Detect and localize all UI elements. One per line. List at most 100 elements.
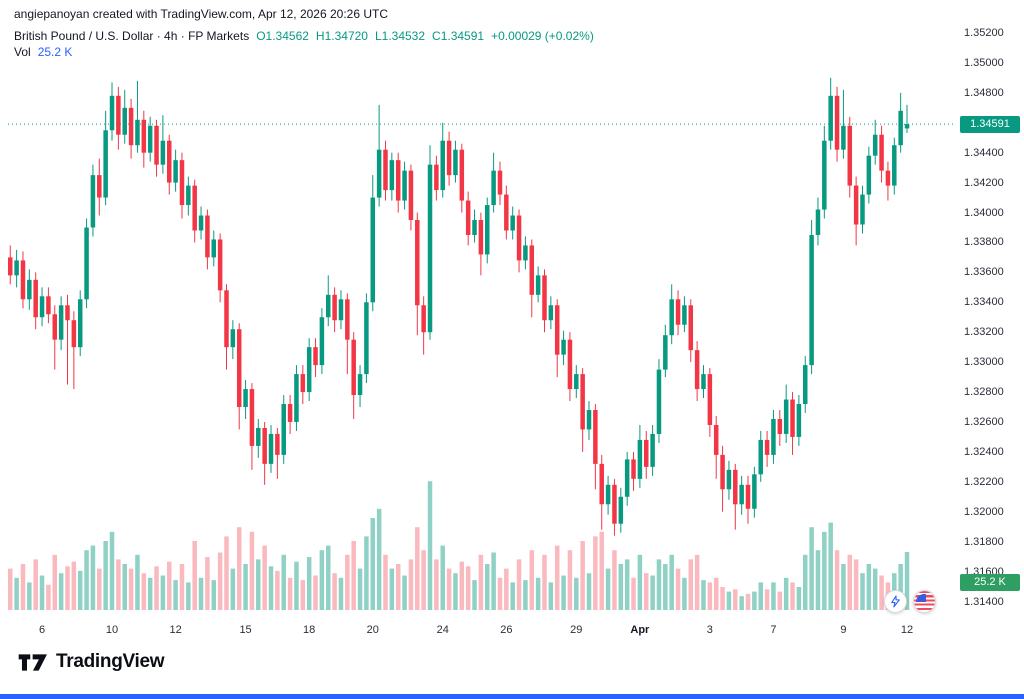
volume-layer	[8, 481, 910, 610]
volume-bar	[580, 541, 585, 610]
volume-value: 25.2 K	[37, 45, 73, 59]
candle-body	[402, 170, 407, 201]
symbol-title[interactable]: British Pound / U.S. Dollar · 4h · FP Ma…	[14, 29, 250, 43]
candle-body	[52, 314, 58, 340]
candle-body	[287, 404, 293, 422]
volume-bar	[644, 573, 649, 610]
time-tick-label: 24	[436, 624, 449, 636]
candle-body	[167, 140, 172, 183]
volume-bar	[618, 564, 624, 610]
candle-body	[154, 125, 159, 165]
volume-bar	[631, 577, 636, 610]
price-tick-label: 1.34400	[964, 146, 1004, 159]
volume-bar	[205, 557, 210, 610]
time-tick-label: 12	[900, 624, 914, 636]
candle-body	[179, 160, 185, 206]
candle-body	[46, 296, 51, 315]
volume-bar	[574, 577, 579, 610]
volume-bar	[224, 536, 229, 610]
candle-body	[262, 427, 267, 464]
volume-bar	[491, 552, 496, 610]
candle-body	[644, 439, 649, 467]
candle-body	[421, 305, 426, 333]
time-tick-label: 6	[38, 624, 46, 636]
candle-body	[701, 374, 706, 390]
price-tick-label: 1.33800	[964, 236, 1004, 249]
volume-bar	[345, 554, 350, 610]
price-tick-label: 1.35200	[964, 27, 1004, 39]
candle-body	[39, 296, 45, 318]
volume-bar	[485, 564, 490, 610]
candle-body	[27, 279, 32, 300]
price-chart-canvas[interactable]	[0, 0, 958, 618]
candle-body	[465, 200, 471, 235]
candle-body	[211, 239, 217, 258]
volume-bar	[77, 570, 83, 610]
volume-label[interactable]: Vol	[14, 45, 31, 59]
volume-bar	[694, 554, 700, 610]
candle-body	[535, 275, 541, 295]
flag-canton	[916, 594, 926, 602]
candle-body	[548, 305, 554, 321]
candle-body	[427, 164, 433, 333]
candle-body	[236, 329, 242, 408]
change-value: +0.00029 (+0.02%)	[491, 29, 594, 43]
instant-trading-button[interactable]	[884, 590, 907, 613]
volume-bar	[135, 554, 140, 610]
volume-bar	[453, 573, 458, 610]
volume-bar	[408, 559, 414, 610]
candle-body	[14, 260, 19, 276]
candle-body	[243, 389, 248, 408]
volume-bar	[764, 589, 770, 610]
candle-body	[345, 299, 350, 340]
candle-body	[822, 140, 827, 210]
candle-body	[885, 170, 891, 186]
candle-body	[224, 290, 229, 348]
lightning-icon	[891, 595, 900, 608]
volume-bar	[256, 559, 261, 610]
volume-bar	[497, 577, 503, 610]
volume-bar	[783, 577, 789, 610]
volume-bar	[84, 550, 89, 610]
volume-bar	[383, 554, 388, 610]
volume-bar	[116, 559, 121, 610]
candle-body	[103, 130, 108, 198]
volume-bar	[179, 564, 185, 610]
broker-flag-button[interactable]	[913, 590, 936, 613]
candle-body	[313, 347, 318, 366]
candle-body	[841, 125, 846, 150]
candle-body	[249, 389, 255, 446]
price-tick-label: 1.33000	[964, 356, 1004, 369]
volume-bar	[319, 550, 325, 610]
volume-bar	[548, 582, 554, 610]
candle-body	[20, 260, 26, 300]
price-axis[interactable]: 1.34591 25.2 K 1.35200 1.35000 1.34800 1.34…	[958, 0, 1024, 618]
tradingview-logo[interactable]: TradingView	[18, 651, 165, 673]
chart-area[interactable]	[0, 0, 958, 618]
candle-body	[898, 110, 903, 146]
volume-bar	[27, 582, 32, 610]
candle-body	[612, 484, 617, 524]
candle-body	[580, 374, 585, 430]
volume-bar	[733, 589, 738, 610]
candle-body	[364, 302, 369, 375]
bottom-accent-bar	[0, 694, 1024, 699]
volume-bar	[446, 568, 452, 610]
candle-body	[872, 134, 878, 156]
volume-bar	[236, 527, 242, 610]
candle-body	[300, 374, 306, 393]
volume-bar	[465, 566, 471, 610]
price-tick-label: 1.32800	[964, 386, 1004, 399]
time-tick-label: Apr	[630, 624, 650, 636]
candle-body	[733, 469, 738, 505]
candle-body	[586, 410, 592, 430]
candle-body	[745, 484, 751, 509]
candle-body	[599, 463, 604, 505]
volume-bar	[790, 582, 795, 610]
price-tick-label: 1.34200	[964, 176, 1004, 189]
volume-bar	[230, 568, 236, 610]
volume-bar	[879, 575, 884, 610]
time-axis[interactable]: 6 10 12 15 18 20 24 26 29 Apr 3 7 9 12	[0, 616, 958, 642]
candle-body	[8, 257, 13, 276]
candle-body	[529, 245, 535, 295]
